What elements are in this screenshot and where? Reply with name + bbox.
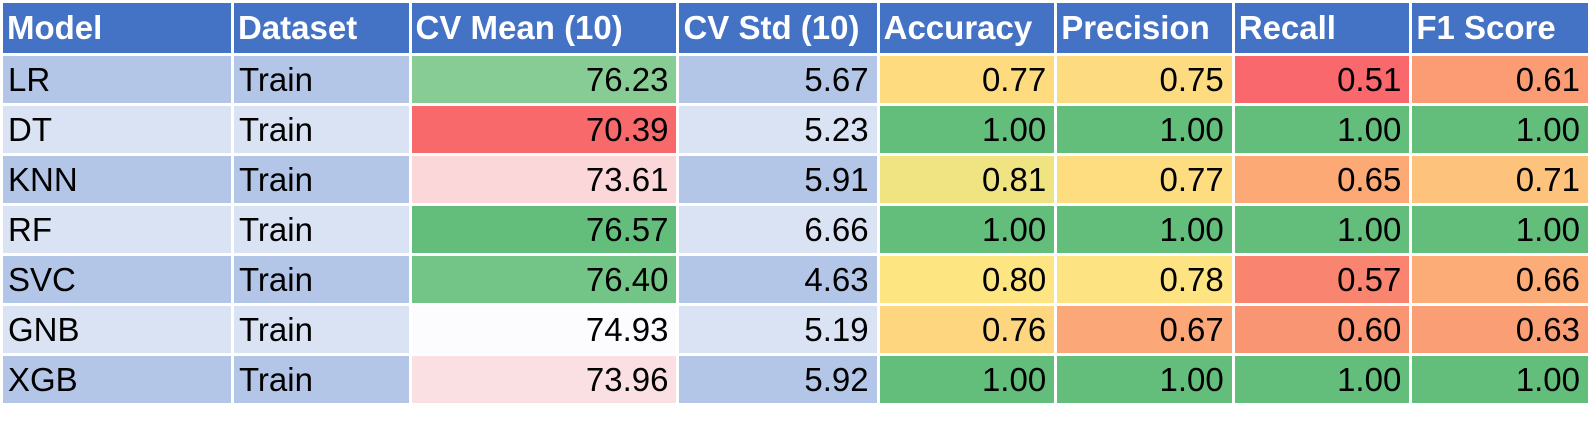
f1-cell: 0.66 [1412,256,1588,303]
recall-cell: 0.57 [1234,256,1410,303]
cv-mean-cell: 74.93 [411,306,677,353]
metrics-table: Model Dataset CV Mean (10) CV Std (10) A… [3,3,1588,403]
dataset-cell: Train [233,56,409,103]
header-model: Model [3,3,231,53]
precision-cell: 0.78 [1057,256,1232,303]
cv-mean-cell: 73.61 [411,156,677,203]
dataset-cell: Train [233,356,409,403]
header-row: Model Dataset CV Mean (10) CV Std (10) A… [3,3,1588,53]
model-cell: GNB [3,306,231,353]
dataset-cell: Train [233,106,409,153]
table-row: LR Train 76.23 5.67 0.77 0.75 0.51 0.61 [3,56,1588,103]
accuracy-cell: 1.00 [879,356,1055,403]
header-recall: Recall [1234,3,1410,53]
cv-mean-cell: 76.57 [411,206,677,253]
precision-cell: 0.75 [1057,56,1232,103]
header-precision: Precision [1057,3,1232,53]
precision-cell: 1.00 [1057,106,1232,153]
f1-cell: 0.71 [1412,156,1588,203]
recall-cell: 1.00 [1234,206,1410,253]
table-row: DT Train 70.39 5.23 1.00 1.00 1.00 1.00 [3,106,1588,153]
f1-cell: 1.00 [1412,356,1588,403]
cv-std-cell: 5.91 [679,156,877,203]
recall-cell: 1.00 [1234,356,1410,403]
header-accuracy: Accuracy [879,3,1055,53]
f1-cell: 0.61 [1412,56,1588,103]
header-dataset: Dataset [233,3,409,53]
f1-cell: 0.63 [1412,306,1588,353]
recall-cell: 0.60 [1234,306,1410,353]
accuracy-cell: 1.00 [879,106,1055,153]
model-cell: RF [3,206,231,253]
dataset-cell: Train [233,256,409,303]
recall-cell: 0.51 [1234,56,1410,103]
cv-std-cell: 5.19 [679,306,877,353]
model-cell: XGB [3,356,231,403]
accuracy-cell: 0.76 [879,306,1055,353]
precision-cell: 0.77 [1057,156,1232,203]
cv-std-cell: 5.67 [679,56,877,103]
f1-cell: 1.00 [1412,106,1588,153]
dataset-cell: Train [233,206,409,253]
dataset-cell: Train [233,306,409,353]
dataset-cell: Train [233,156,409,203]
model-cell: DT [3,106,231,153]
cv-mean-cell: 73.96 [411,356,677,403]
recall-cell: 1.00 [1234,106,1410,153]
accuracy-cell: 0.80 [879,256,1055,303]
cv-mean-cell: 70.39 [411,106,677,153]
table-row: GNB Train 74.93 5.19 0.76 0.67 0.60 0.63 [3,306,1588,353]
table-row: KNN Train 73.61 5.91 0.81 0.77 0.65 0.71 [3,156,1588,203]
model-cell: KNN [3,156,231,203]
header-cv-std: CV Std (10) [679,3,877,53]
header-f1-score: F1 Score [1412,3,1588,53]
f1-cell: 1.00 [1412,206,1588,253]
table-row: XGB Train 73.96 5.92 1.00 1.00 1.00 1.00 [3,356,1588,403]
precision-cell: 1.00 [1057,356,1232,403]
accuracy-cell: 1.00 [879,206,1055,253]
accuracy-cell: 0.77 [879,56,1055,103]
model-cell: SVC [3,256,231,303]
table-row: RF Train 76.57 6.66 1.00 1.00 1.00 1.00 [3,206,1588,253]
precision-cell: 1.00 [1057,206,1232,253]
cv-std-cell: 5.23 [679,106,877,153]
cv-mean-cell: 76.23 [411,56,677,103]
cv-mean-cell: 76.40 [411,256,677,303]
header-cv-mean: CV Mean (10) [411,3,677,53]
cv-std-cell: 5.92 [679,356,877,403]
recall-cell: 0.65 [1234,156,1410,203]
cv-std-cell: 4.63 [679,256,877,303]
table-row: SVC Train 76.40 4.63 0.80 0.78 0.57 0.66 [3,256,1588,303]
cv-std-cell: 6.66 [679,206,877,253]
accuracy-cell: 0.81 [879,156,1055,203]
model-cell: LR [3,56,231,103]
precision-cell: 0.67 [1057,306,1232,353]
